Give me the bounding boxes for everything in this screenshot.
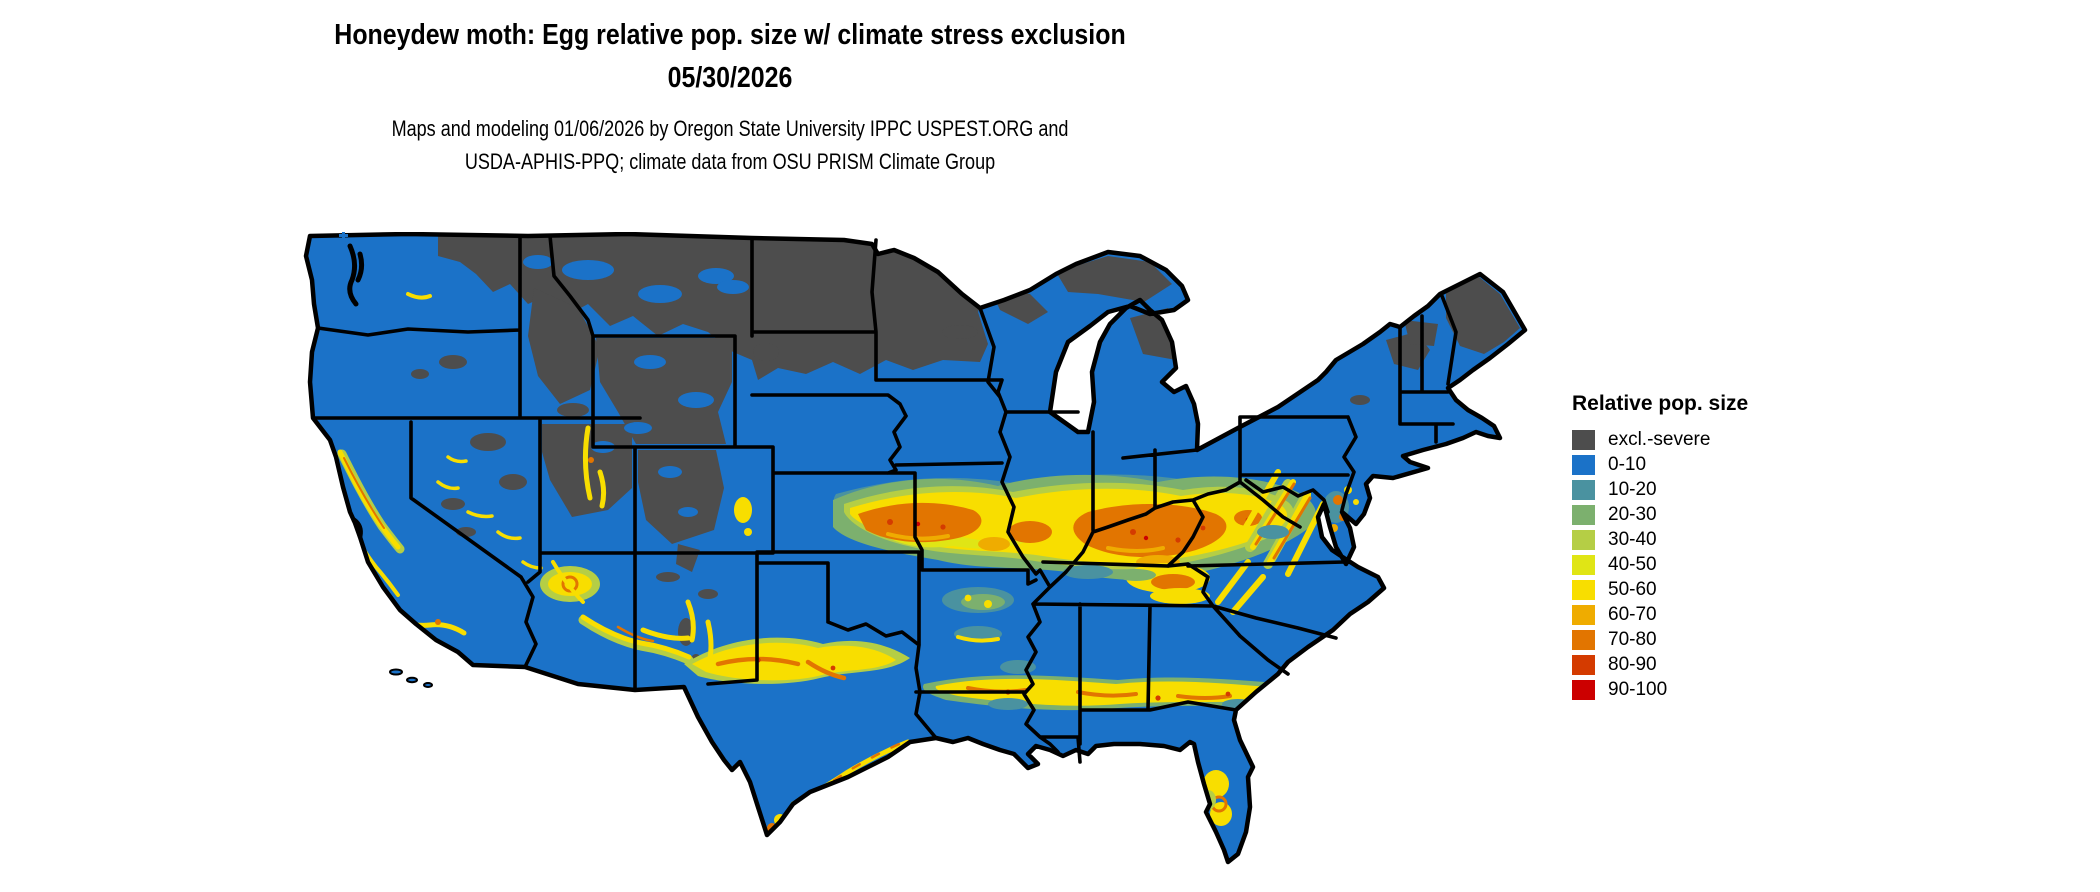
us-map (288, 231, 1538, 882)
legend-rows: excl.-severe 0-10 10-20 20-30 30-40 40-5… (1572, 429, 1748, 700)
legend-color-swatch (1572, 430, 1595, 450)
legend-row: 20-30 (1572, 504, 1748, 525)
title-block: Honeydew moth: Egg relative pop. size w/… (130, 14, 1330, 100)
legend: Relative pop. size excl.-severe 0-10 10-… (1572, 392, 1748, 705)
legend-color-swatch (1572, 480, 1595, 500)
map-title: Honeydew moth: Egg relative pop. size w/… (334, 19, 1126, 51)
us-map-svg (303, 231, 1528, 865)
legend-label: 60-70 (1608, 604, 1657, 625)
legend-label: 0-10 (1608, 454, 1647, 475)
legend-row: 0-10 (1572, 454, 1748, 475)
map-coastline (303, 231, 1528, 865)
legend-title: Relative pop. size (1572, 392, 1749, 415)
legend-color-swatch (1572, 530, 1595, 550)
legend-row: excl.-severe (1572, 429, 1748, 450)
legend-label: 50-60 (1608, 579, 1657, 600)
legend-color-swatch (1572, 680, 1595, 700)
map-exclusion-holes (523, 255, 749, 517)
legend-label: excl.-severe (1608, 429, 1711, 450)
map-state-borders (311, 234, 1458, 764)
map-artifact-cross (339, 231, 348, 240)
map-date: 05/30/2026 (667, 62, 793, 94)
map-central-band (833, 474, 1316, 604)
puget-sound (347, 243, 365, 307)
legend-row: 50-60 (1572, 579, 1748, 600)
map-ozark-region (942, 587, 1036, 674)
legend-label: 10-20 (1608, 479, 1657, 500)
legend-label: 90-100 (1608, 679, 1668, 700)
legend-color-swatch (1572, 505, 1595, 525)
credits-line-1: Maps and modeling 01/06/2026 by Oregon S… (391, 116, 1069, 141)
legend-row: 10-20 (1572, 479, 1748, 500)
legend-row: 40-50 (1572, 554, 1748, 575)
legend-row: 70-80 (1572, 629, 1748, 650)
legend-color-swatch (1572, 555, 1595, 575)
sf-bay (351, 517, 363, 539)
legend-color-swatch (1572, 580, 1595, 600)
legend-row: 80-90 (1572, 654, 1748, 675)
legend-row: 60-70 (1572, 604, 1748, 625)
legend-row: 90-100 (1572, 679, 1748, 700)
legend-color-swatch (1572, 455, 1595, 475)
map-gulf-band (684, 637, 1303, 842)
subtitle-block: Maps and modeling 01/06/2026 by Oregon S… (130, 112, 1330, 178)
legend-label: 70-80 (1608, 629, 1657, 650)
legend-label: 30-40 (1608, 529, 1657, 550)
channel-islands (389, 668, 433, 688)
credits-line-2: USDA-APHIS-PPQ; climate data from OSU PR… (464, 149, 996, 174)
legend-color-swatch (1572, 655, 1595, 675)
legend-label: 80-90 (1608, 654, 1657, 675)
legend-row: 30-40 (1572, 529, 1748, 550)
legend-label: 20-30 (1608, 504, 1657, 525)
legend-color-swatch (1572, 630, 1595, 650)
legend-label: 40-50 (1608, 554, 1657, 575)
legend-color-swatch (1572, 605, 1595, 625)
